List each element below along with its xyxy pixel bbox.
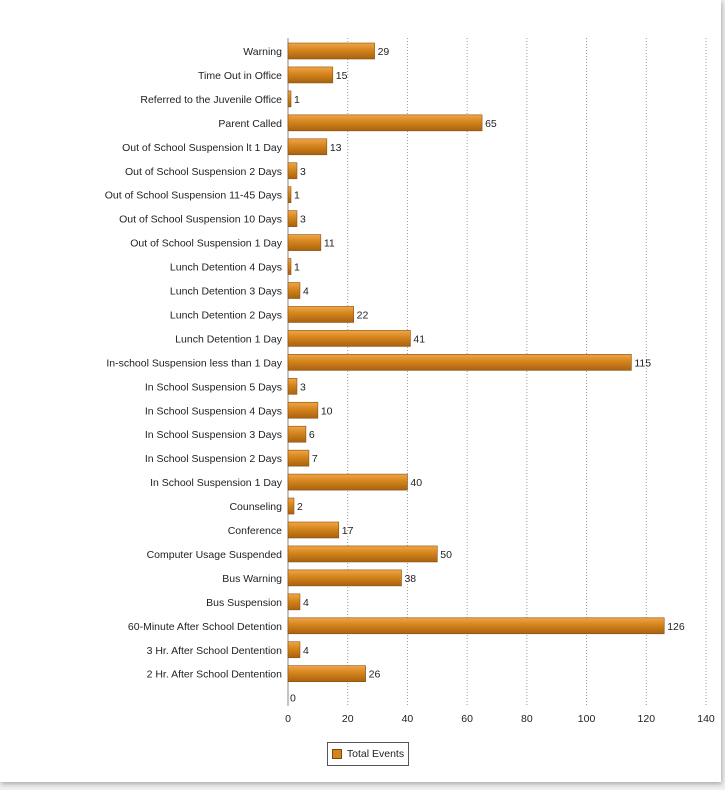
value-label: 65 [485, 118, 497, 130]
category-label: Lunch Detention 2 Days [170, 309, 282, 321]
category-label: Out of School Suspension 11-45 Days [105, 190, 282, 202]
legend-label: Total Events [346, 748, 405, 760]
chart-legend: Total Events [327, 742, 409, 766]
x-tick-label: 20 [342, 713, 354, 725]
bar [287, 186, 292, 203]
category-label: Out of School Suspension 10 Days [119, 214, 282, 226]
category-label: Parent Called [218, 118, 282, 130]
value-label: 1 [294, 94, 300, 106]
value-label: 3 [300, 214, 306, 226]
category-label: Lunch Detention 3 Days [170, 286, 282, 298]
bar [287, 425, 307, 443]
x-tick-label: 60 [461, 713, 473, 725]
category-label: Out of School Suspension 2 Days [125, 166, 282, 178]
category-label: Referred to the Juvenile Office [140, 94, 282, 106]
category-label: 3 Hr. After School Dentention [147, 645, 283, 657]
bar [287, 641, 301, 659]
bar [287, 306, 354, 323]
category-label: Out of School Suspension lt 1 Day [122, 142, 283, 154]
value-label: 6 [309, 429, 315, 441]
x-tick-label: 140 [697, 713, 715, 725]
category-label: Counseling [229, 501, 282, 513]
value-label: 126 [667, 621, 685, 633]
category-label: Bus Warning [222, 573, 282, 585]
bar-chart: Warning 29 Time Out in Office 15 Referred to… [105, 38, 715, 725]
value-label: 3 [300, 166, 306, 178]
bar [287, 90, 292, 108]
legend-swatch [331, 749, 342, 759]
category-label: 2 Hr. After School Dentention [147, 669, 283, 681]
bar [287, 593, 301, 611]
category-label: In School Suspension 2 Days [145, 453, 282, 465]
value-label: 4 [303, 645, 309, 657]
bar [287, 330, 411, 347]
value-label: 115 [634, 357, 651, 369]
bar [287, 66, 334, 84]
value-label: 4 [303, 286, 309, 298]
category-label: Lunch Detention 1 Day [175, 333, 283, 345]
category-label: Time Out in Office [198, 70, 282, 82]
category-label: Conference [228, 525, 282, 537]
bar [287, 377, 298, 395]
value-label: 2 [297, 501, 303, 513]
category-label: Warning [243, 46, 282, 58]
bar [287, 545, 438, 563]
value-label: 13 [330, 142, 342, 154]
bar [287, 138, 328, 156]
bar [287, 210, 298, 227]
value-label: 26 [369, 669, 381, 681]
value-label: 7 [312, 453, 318, 465]
category-label: In School Suspension 1 Day [150, 477, 283, 489]
category-label: Lunch Detention 4 Days [170, 262, 282, 274]
value-label: 1 [294, 262, 300, 274]
value-label: 1 [294, 190, 300, 202]
value-label: 50 [440, 549, 452, 561]
category-label: In School Suspension 5 Days [145, 381, 282, 393]
category-label: Out of School Suspension 1 Day [130, 238, 283, 250]
bar [287, 617, 665, 635]
bar [287, 401, 319, 419]
category-label: 60-Minute After School Detention [128, 621, 282, 633]
value-label: 38 [404, 573, 416, 585]
x-tick-label: 40 [402, 713, 414, 725]
bar [287, 449, 310, 467]
bar [287, 282, 301, 299]
bar [287, 234, 322, 251]
bar [287, 42, 375, 60]
zero-label: 0 [290, 693, 296, 705]
bar [287, 162, 298, 180]
bar [287, 521, 340, 539]
bar [287, 665, 366, 683]
x-tick-label: 0 [285, 713, 291, 725]
value-label: 3 [300, 381, 306, 393]
value-label: 22 [357, 309, 369, 321]
bar [287, 354, 632, 371]
value-label: 10 [321, 405, 333, 417]
category-label: Bus Suspension [206, 597, 282, 609]
value-label: 15 [336, 70, 348, 82]
value-label: 41 [413, 333, 425, 345]
x-tick-label: 120 [638, 713, 656, 725]
category-label: In-school Suspension less than 1 Day [106, 357, 282, 369]
bar [287, 569, 402, 587]
value-label: 4 [303, 597, 309, 609]
value-label: 29 [378, 46, 390, 58]
x-tick-label: 80 [521, 713, 533, 725]
bar [287, 497, 295, 515]
value-label: 40 [410, 477, 422, 489]
category-label: Computer Usage Suspended [147, 549, 283, 561]
bar [287, 473, 408, 491]
category-label: In School Suspension 4 Days [145, 405, 282, 417]
category-label: In School Suspension 3 Days [145, 429, 282, 441]
x-tick-label: 100 [578, 713, 596, 725]
bar [287, 258, 292, 275]
bar [287, 114, 483, 132]
value-label: 17 [342, 525, 354, 537]
value-label: 11 [324, 238, 335, 250]
